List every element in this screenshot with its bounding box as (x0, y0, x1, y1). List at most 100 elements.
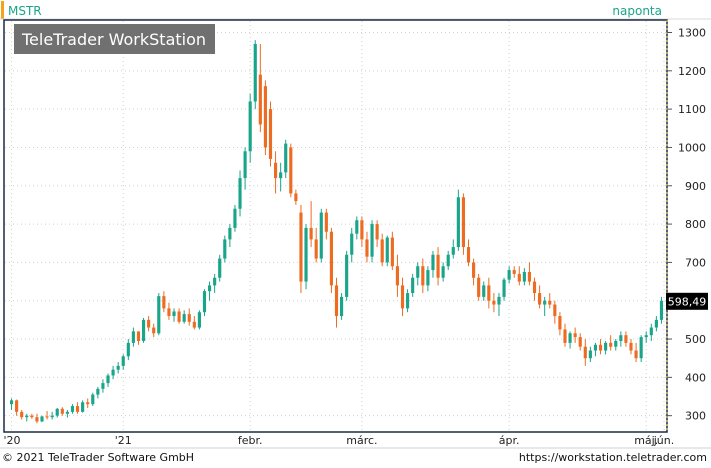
candle (131, 327, 135, 347)
candle (55, 408, 59, 418)
candle (207, 281, 212, 301)
candle (350, 227, 354, 263)
candle (411, 273, 415, 297)
candle (370, 220, 374, 263)
candle-body (497, 296, 501, 305)
candle-body (162, 296, 166, 309)
candle (604, 340, 608, 355)
candle (172, 308, 176, 322)
candle (451, 239, 455, 259)
candle-body (350, 233, 354, 255)
candle (340, 293, 344, 320)
candle-body (380, 239, 384, 263)
candle-body (9, 400, 14, 405)
candle (487, 277, 491, 309)
candle-body (309, 227, 313, 240)
candle-body (385, 237, 389, 263)
candle-body (502, 279, 506, 297)
candle (15, 399, 19, 416)
candle-body (319, 212, 323, 259)
y-tick-label: 900 (685, 180, 706, 193)
candle (162, 291, 166, 313)
candle-body (340, 296, 344, 317)
candle (304, 224, 308, 290)
candle (426, 266, 430, 292)
candle-body (517, 273, 521, 282)
candle (345, 250, 349, 301)
candle-body (543, 300, 547, 305)
candle-body (441, 266, 445, 278)
candle-body (461, 197, 466, 248)
candle-body (659, 300, 664, 320)
candle-body (583, 346, 587, 359)
candle (436, 247, 440, 286)
candle (634, 342, 638, 363)
candle (223, 235, 227, 263)
candle (441, 262, 445, 282)
candle (553, 300, 557, 324)
candle-body (334, 285, 339, 317)
candle-body (619, 335, 623, 341)
candle (400, 277, 405, 317)
candle (213, 273, 217, 294)
candle (314, 227, 318, 263)
candle-body (91, 394, 95, 405)
interval-label[interactable]: naponta (612, 4, 662, 18)
candle (598, 339, 603, 355)
symbol-accent-bar (1, 1, 4, 19)
candle (416, 262, 420, 286)
last-price-label: 598,49 (666, 292, 708, 310)
candle-body (228, 227, 232, 240)
candle-body (532, 281, 537, 294)
candle (177, 308, 181, 324)
watermark: TeleTrader WorkStation (14, 24, 215, 54)
candle-body (558, 316, 562, 330)
candle (187, 308, 191, 326)
watermark-background (14, 24, 215, 54)
candle (86, 398, 90, 409)
candle-body (96, 388, 100, 395)
candle-body (263, 86, 267, 148)
candle-body (365, 239, 369, 257)
candle-body (294, 193, 298, 202)
candle (578, 333, 582, 351)
candle-body (548, 300, 552, 305)
candle (248, 93, 252, 163)
candle-body (101, 383, 105, 389)
source-url-link[interactable]: https://workstation.teletrader.com (518, 451, 707, 464)
candle-body (218, 258, 222, 278)
candle (20, 409, 24, 420)
candle (81, 400, 85, 413)
candle (583, 339, 587, 366)
candle-body (106, 375, 110, 384)
candle-body (345, 254, 349, 297)
candle (446, 250, 450, 271)
candle-body (329, 231, 333, 286)
candle-body (152, 327, 156, 334)
candle (548, 293, 552, 309)
candle-body (213, 277, 217, 286)
candle-body (421, 266, 425, 286)
candle-body (538, 293, 542, 305)
candle-body (512, 270, 516, 274)
candle-body (121, 356, 125, 366)
candle-body (81, 402, 85, 412)
candle (263, 80, 267, 156)
candle (334, 277, 339, 328)
last-price-background (666, 292, 708, 310)
candle-body (553, 304, 557, 317)
candle-body (573, 333, 577, 338)
candle (472, 258, 476, 286)
candle (65, 409, 69, 418)
candle (192, 316, 196, 330)
candle-body (314, 239, 318, 259)
candle (573, 327, 577, 343)
candle-body (233, 208, 237, 228)
candle (593, 342, 598, 357)
candle-body (634, 350, 638, 359)
candle-body (568, 333, 572, 343)
candle-body (624, 335, 628, 343)
x-tick-label: máj. (634, 434, 658, 447)
candle (507, 266, 511, 284)
